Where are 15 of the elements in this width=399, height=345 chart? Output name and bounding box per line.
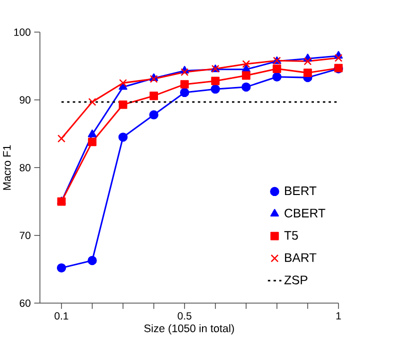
y-tick-label: 100 (14, 28, 30, 36)
legend-label: CBERT (284, 208, 326, 218)
legend-label: BERT (285, 186, 316, 195)
x-tick-label: 0.1 (54, 312, 68, 320)
x-tick-label: 1 (336, 312, 341, 320)
legend-label: ZSP (284, 276, 308, 284)
x-axis-title: Size (1050 in total) (144, 324, 234, 334)
legend-label: BART (285, 253, 316, 262)
y-tick-label: 70 (20, 232, 30, 240)
legend-label: T5 (284, 231, 298, 240)
y-tick-label: 60 (20, 299, 30, 307)
y-axis-title: Macro F1 (3, 145, 11, 190)
y-tick-label: 90 (20, 96, 30, 104)
y-tick-label: 80 (20, 164, 30, 172)
x-tick-label: 0.5 (178, 312, 192, 320)
